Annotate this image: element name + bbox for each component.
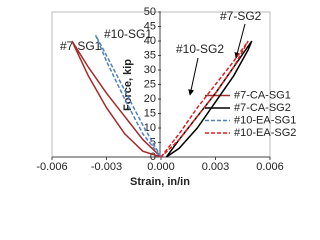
y-tick-label: 10 bbox=[144, 122, 156, 134]
y-tick-label: 35 bbox=[144, 49, 156, 61]
y-tick-label: 15 bbox=[144, 107, 156, 119]
chart: Strain, in/in Force, kip #7-SG1 #10-SG1 … bbox=[36, 6, 296, 188]
annotation: #10-SG2 bbox=[176, 42, 224, 56]
x-tick-label: 0.003 bbox=[202, 161, 230, 173]
y-tick-label: 30 bbox=[144, 64, 156, 76]
data-line bbox=[160, 40, 249, 158]
y-tick-label: 50 bbox=[144, 6, 156, 18]
annotation-arrow bbox=[188, 57, 199, 96]
y-tick-label: 45 bbox=[144, 20, 156, 32]
data-line bbox=[71, 40, 162, 158]
legend-label: #7-CA-SG2 bbox=[234, 102, 291, 114]
annotation-arrow bbox=[234, 23, 246, 59]
x-tick-label: -0.006 bbox=[36, 161, 67, 173]
y-tick-label: 0 bbox=[150, 151, 156, 163]
annotation: #10-SG1 bbox=[104, 27, 152, 41]
y-tick-label: 20 bbox=[144, 93, 156, 105]
x-tick-label: -0.003 bbox=[91, 161, 122, 173]
y-tick-label: 5 bbox=[150, 136, 156, 148]
x-tick-label: 0.006 bbox=[256, 161, 284, 173]
legend-label: #10-EA-SG1 bbox=[234, 114, 296, 126]
annotation: #7-SG1 bbox=[60, 39, 102, 53]
y-tick-label: 25 bbox=[144, 78, 156, 90]
legend-label: #7-CA-SG1 bbox=[234, 89, 291, 101]
data-line bbox=[94, 34, 162, 158]
legend: #7-CA-SG1#7-CA-SG2#10-EA-SG1#10-EA-SG2 bbox=[205, 89, 296, 139]
legend-label: #10-EA-SG2 bbox=[234, 127, 296, 139]
x-tick-label: 0.000 bbox=[147, 161, 175, 173]
y-tick-label: 40 bbox=[144, 35, 156, 47]
x-axis-title: Strain, in/in bbox=[130, 176, 190, 188]
annotation: #7-SG2 bbox=[220, 9, 262, 23]
